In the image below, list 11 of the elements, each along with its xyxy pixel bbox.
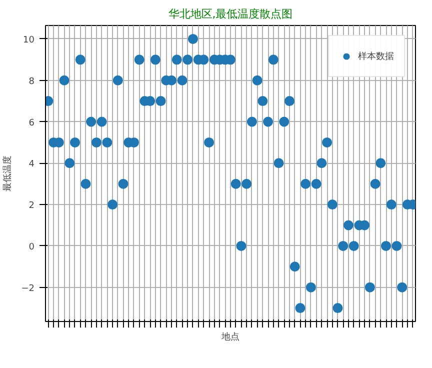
y-tick-label: 8: [28, 76, 35, 87]
y-tick-label: 4: [28, 160, 35, 170]
legend-label: 样本数据: [358, 50, 394, 62]
y-axis-title: 最低温度: [2, 156, 14, 192]
y-tick-label: 10: [23, 35, 35, 46]
y-tick-label: −2: [21, 284, 35, 294]
y-tick-label: 0: [28, 242, 35, 252]
chart-title: 华北地区,最低温度散点图: [168, 8, 293, 20]
y-tick-label: 6: [28, 118, 35, 128]
x-axis-title: 地点: [220, 332, 240, 342]
y-tick-label: 2: [28, 201, 35, 212]
